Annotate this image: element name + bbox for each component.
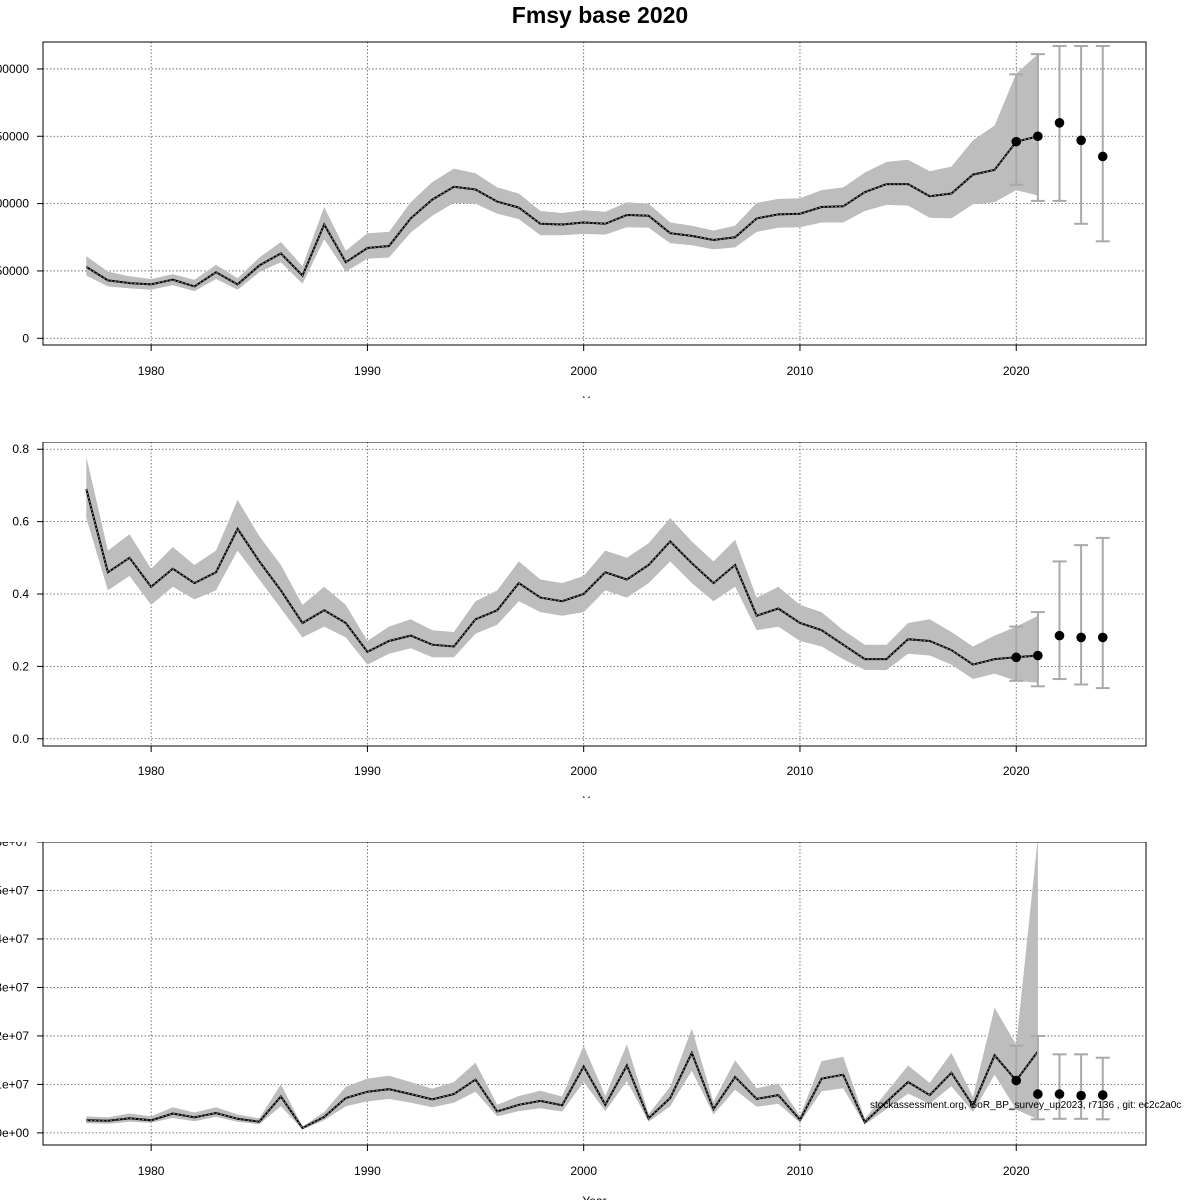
panel-gap-1 <box>0 398 1200 442</box>
forecast-point-2020 <box>1011 652 1022 663</box>
forecast-point-2022 <box>1054 630 1065 641</box>
panel-3: 1980 1990 2000 2010 2020 0e+00 1e+07 2e+07 3e+07… <box>0 835 1147 1200</box>
forecast-point-2024 <box>1097 632 1108 643</box>
x-tick-label-1980: 1980 <box>138 364 165 378</box>
x-tick-label-2010: 2010 <box>787 1164 814 1178</box>
forecast-point-2023 <box>1076 632 1086 643</box>
estimate-line-dashes <box>86 1051 1039 1129</box>
forecast-point-2024 <box>1097 1090 1108 1100</box>
estimate-line-dashes <box>86 135 1039 287</box>
panel-1: 1980 1990 2000 2010 2020 0 50000 100000 150000 20… <box>0 41 1147 408</box>
y-tick-label-0.0: 0.0 <box>12 732 29 746</box>
chart-title: Fmsy base 2020 <box>511 2 689 28</box>
x-tick-label-2020: 2020 <box>1003 764 1030 778</box>
confidence-band <box>86 456 1038 683</box>
x-tick-label-1980: 1980 <box>138 1164 165 1178</box>
x-tick-label-2010: 2010 <box>787 764 814 778</box>
x-tick-label-2020: 2020 <box>1003 364 1030 378</box>
panel-gap-2 <box>0 798 1200 842</box>
y-tick-label-4e+07: 4e+07 <box>0 932 29 946</box>
forecast-point-2020 <box>1011 136 1022 147</box>
confidence-band <box>86 54 1038 292</box>
forecast-point-2022 <box>1054 118 1065 128</box>
y-tick-label-50000: 50000 <box>0 264 29 278</box>
y-tick-label-0: 0 <box>22 331 29 345</box>
forecast-point-2023 <box>1076 1090 1086 1101</box>
y-tick-label-150000: 150000 <box>0 129 29 143</box>
x-axis-label: Year <box>582 1194 606 1200</box>
x-tick-label-2000: 2000 <box>570 364 597 378</box>
x-tick-label-2020: 2020 <box>1003 1164 1030 1178</box>
x-tick-label-1980: 1980 <box>138 764 165 778</box>
estimate-line <box>85 135 1039 288</box>
forecast-point-2021 <box>1033 650 1043 661</box>
confidence-band <box>86 837 1038 1130</box>
y-tick-label-5e+07: 5e+07 <box>0 883 29 897</box>
plot-frame <box>42 41 1147 346</box>
forecast-point-2020 <box>1011 1075 1022 1086</box>
x-tick-label-1990: 1990 <box>354 364 381 378</box>
y-tick-label-0.6: 0.6 <box>12 515 29 529</box>
forecast-point-2024 <box>1097 151 1108 162</box>
x-tick-label-1990: 1990 <box>354 1164 381 1178</box>
y-tick-label-0.8: 0.8 <box>12 442 29 456</box>
forecast-point-2021 <box>1033 1089 1043 1099</box>
x-tick-label-1990: 1990 <box>354 764 381 778</box>
estimate-line-dashes <box>85 488 1038 666</box>
x-tick-label-2000: 2000 <box>570 764 597 778</box>
y-tick-label-1e+07: 1e+07 <box>0 1077 29 1091</box>
footnote: stockassessment.org, GoR_BP_survey_up202… <box>870 1100 1181 1111</box>
x-tick-label-2010: 2010 <box>787 364 814 378</box>
forecast-point-2022 <box>1054 1089 1065 1099</box>
y-tick-label-0e+00: 0e+00 <box>0 1126 29 1140</box>
y-tick-label-2e+07: 2e+07 <box>0 1029 29 1043</box>
y-tick-label-0.2: 0.2 <box>12 659 29 673</box>
forecast-point-2023 <box>1076 135 1086 146</box>
forecast-point-2021 <box>1033 131 1043 142</box>
y-tick-label-100000: 100000 <box>0 197 29 211</box>
y-tick-label-0.4: 0.4 <box>12 587 29 601</box>
y-tick-label-3e+07: 3e+07 <box>0 980 29 994</box>
x-tick-label-2000: 2000 <box>570 1164 597 1178</box>
